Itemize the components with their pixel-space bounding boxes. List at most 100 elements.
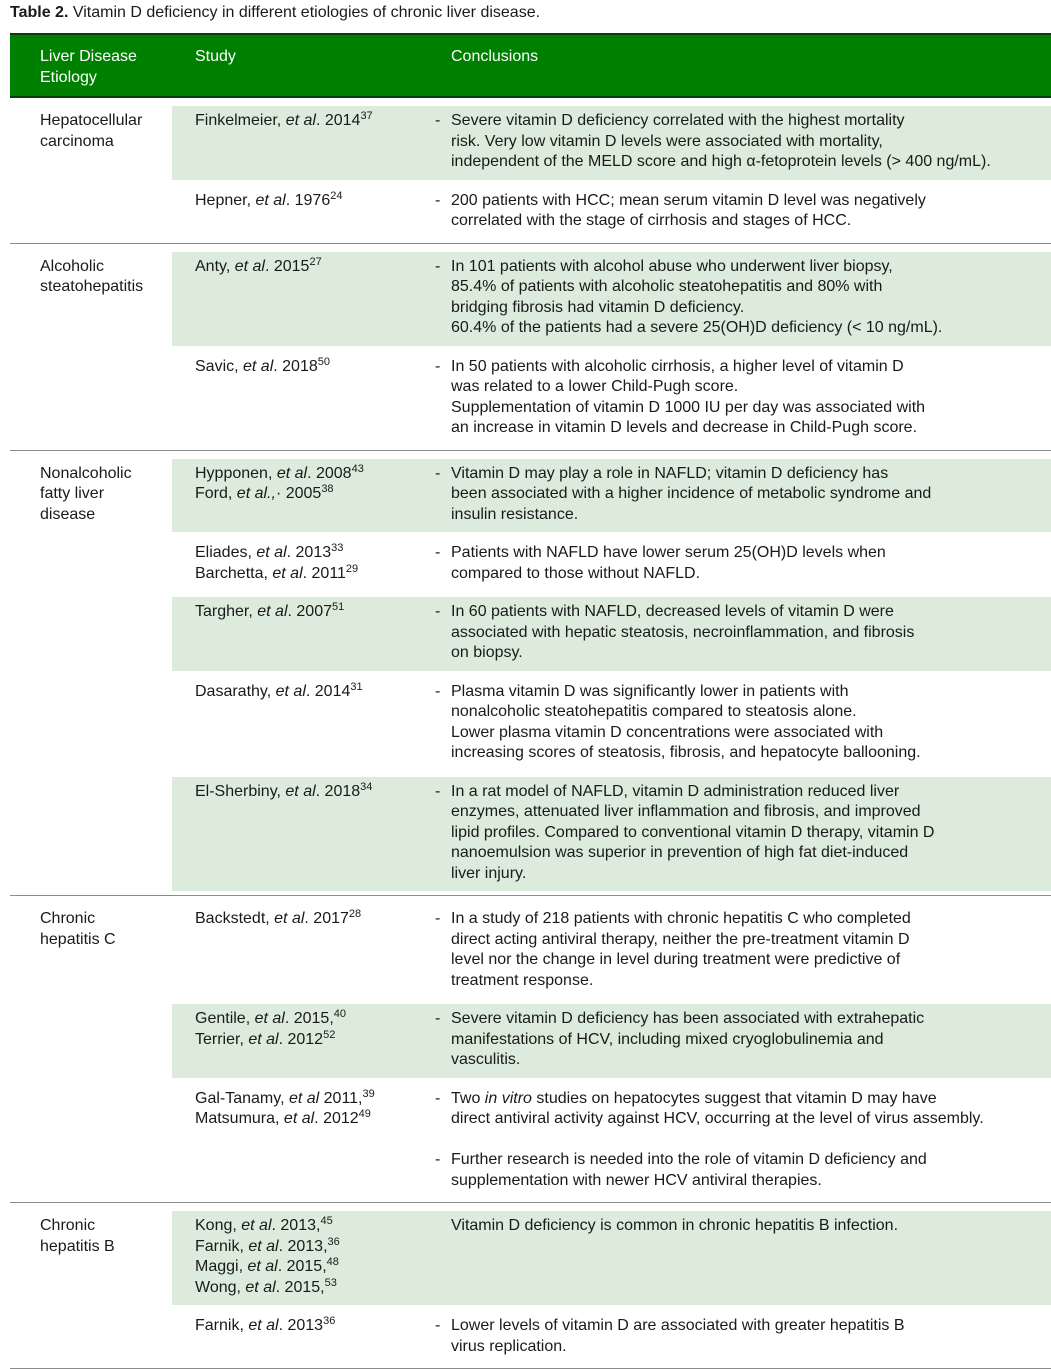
conclusions-cell: - Patients with NAFLD have lower serum 25… [425,543,1051,584]
text: Patients with NAFLD have lower serum 25(… [451,544,886,561]
reference-number: 24 [330,189,343,202]
conclusion-text: Severe vitamin D deficiency has been ass… [451,1009,924,1071]
conclusion-line: enzymes, attenuated liver inflammation a… [451,802,934,823]
conclusion-item: - Further research is needed into the rol… [425,1150,1051,1191]
text: . 2014 [305,682,351,700]
italic-text: et al [283,1110,315,1127]
conclusion-line: Supplementation of vitamin D 1000 IU per… [451,398,925,419]
conclusion-line: correlated with the stage of cirrhosis a… [451,211,926,232]
text: Farnik, [195,1237,249,1255]
study-citation: El-Sherbiny, et al. 201834 [195,780,425,803]
reference-number: 49 [358,1108,371,1120]
etiology-line: carcinoma [40,132,114,150]
study-citation: Wong, et al. 2015,53 [195,1277,425,1299]
text: . 2012 [278,1030,324,1048]
table-row: Dasarathy, et al. 201431- Plasma vitamin … [172,677,1051,771]
conclusion-line: Plasma vitamin D was significantly lower… [451,682,921,703]
study-rows: Anty, et al. 201527- In 101 patients with… [172,244,1051,446]
study-rows: Kong, et al. 2013,45 Farnik, et al. 2013,… [172,1203,1051,1364]
conclusion-line: virus replication. [451,1337,905,1358]
study-citation: Kong, et al. 2013,45 [195,1216,425,1237]
etiology-line: hepatitis C [40,930,116,948]
text: . 2011 [302,564,346,582]
conclusions-cell: - Plasma vitamin D was significantly lowe… [425,682,1051,764]
italic-text: et al [248,1237,279,1255]
reference-number: 45 [320,1215,333,1227]
reference-number: 34 [360,780,373,793]
text: virus replication. [451,1337,567,1355]
bullet-dash: - [435,910,441,927]
text: In 60 patients with NAFLD, decreased lev… [451,603,894,620]
reference-number: 40 [333,1008,347,1020]
conclusion-item: -200 patients with HCC; mean serum vitam… [425,191,1051,232]
italic-text: et al [254,1010,285,1027]
study-citation: Finkelmeier, et al. 201437 [195,111,425,132]
text: nanoemulsion was superior in prevention … [451,844,909,861]
conclusion-line: Further research is needed into the role… [451,1150,927,1171]
study-citation: Farnik, et al. 201336 [195,1316,425,1337]
text: manifestations of HCV, including mixed c… [451,1030,884,1048]
study-citation: Anty, et al. 201527 [195,255,425,278]
conclusion-item: - In 101 patients with alcohol abuse who … [425,257,1051,339]
conclusion-item: - Two in vitro studies on hepatocytes sug… [425,1089,1051,1130]
bullet-dash: - [435,1151,441,1168]
etiology-line: Chronic [40,910,96,927]
conclusion-line: Lower plasma vitamin D concentrations we… [451,723,921,744]
text: independent of the MELD score and high α… [451,153,991,170]
conclusion-line: manifestations of HCV, including mixed c… [451,1030,924,1051]
conclusion-line: Vitamin D deficiency is common in chroni… [451,1216,898,1237]
conclusion-text: Vitamin D deficiency is common in chroni… [451,1216,898,1237]
reference-number: 52 [323,1028,336,1041]
header-etiology-line: Etiology [40,68,97,86]
text: Hypponen, [195,464,277,482]
reference-number: 39 [362,1087,375,1100]
text: insulin resistance. [451,505,579,523]
vitamin-d-table: Liver Disease Etiology Study Conclusions … [10,33,1051,1369]
italic-text: et al [234,257,265,275]
conclusion-text: In 60 patients with NAFLD, decreased lev… [451,602,914,664]
text: Supplementation of vitamin D 1000 IU per… [451,398,926,416]
etiology-cell: Chronic hepatitis B [10,1203,172,1364]
etiology-cell: Hepatocellular carcinoma [10,98,172,239]
conclusion-item: - Patients with NAFLD have lower serum 25… [425,543,1051,584]
conclusion-text: In a rat model of NAFLD, vitamin D admin… [451,782,934,885]
bullet-dash: - [435,112,441,129]
text: Two [451,1089,485,1107]
conclusion-item: - In 50 patients with alcoholic cirrhosis… [425,357,1051,439]
conclusion-line: direct antiviral activity against HCV, o… [451,1109,984,1130]
conclusion-line: was related to a lower Child-Pugh score. [451,377,925,398]
italic-text: et al [247,1258,278,1275]
study-citation: Dasarathy, et al. 201431 [195,680,425,703]
text: Barchetta, [195,564,273,582]
conclusion-text: Plasma vitamin D was significantly lower… [451,682,921,764]
etiology-line: disease [40,505,96,523]
conclusions-cell: - Severe vitamin D deficiency has been as… [425,1009,1051,1071]
bullet-dash: - [435,544,441,561]
conclusions-cell: - In 60 patients with NAFLD, decreased le… [425,602,1051,664]
text: . 2015, [277,1258,327,1275]
study-cell: Finkelmeier, et al. 201437 [172,111,425,173]
study-cell: El-Sherbiny, et al. 201834 [172,780,425,885]
text: . 2013 [286,544,332,561]
italic-text: et al [243,357,274,375]
study-citation: Terrier, et al. 201252 [195,1028,425,1051]
reference-number: 27 [309,255,322,268]
study-cell: Hepner, et al. 197624 [172,189,425,232]
reference-number: 31 [350,680,363,693]
reference-number: 51 [332,601,345,613]
text: 60.4% of the patients had a severe 25(OH… [451,319,943,336]
study-citation: Hypponen, et al. 200843 [195,463,425,485]
text: . 2007 [287,603,332,620]
bullet-dash: - [435,1317,441,1334]
header-study: Study [195,48,236,65]
text: . 2013 [278,1317,324,1334]
italic-text: et al [285,782,316,800]
text: In a study of 218 patients with chronic … [451,910,911,927]
conclusion-text: Vitamin D may play a role in NAFLD; vita… [451,464,931,526]
italic-text: et al [288,1089,320,1107]
italic-text: et al [272,564,303,582]
etiology-line: Hepatocellular [40,112,143,129]
study-citation: Ford, et al.,· 200538 [195,484,425,505]
study-citation: Targher, et al. 200751 [195,602,425,623]
text: 85.4% of patients with alcoholic steatoh… [451,278,883,295]
